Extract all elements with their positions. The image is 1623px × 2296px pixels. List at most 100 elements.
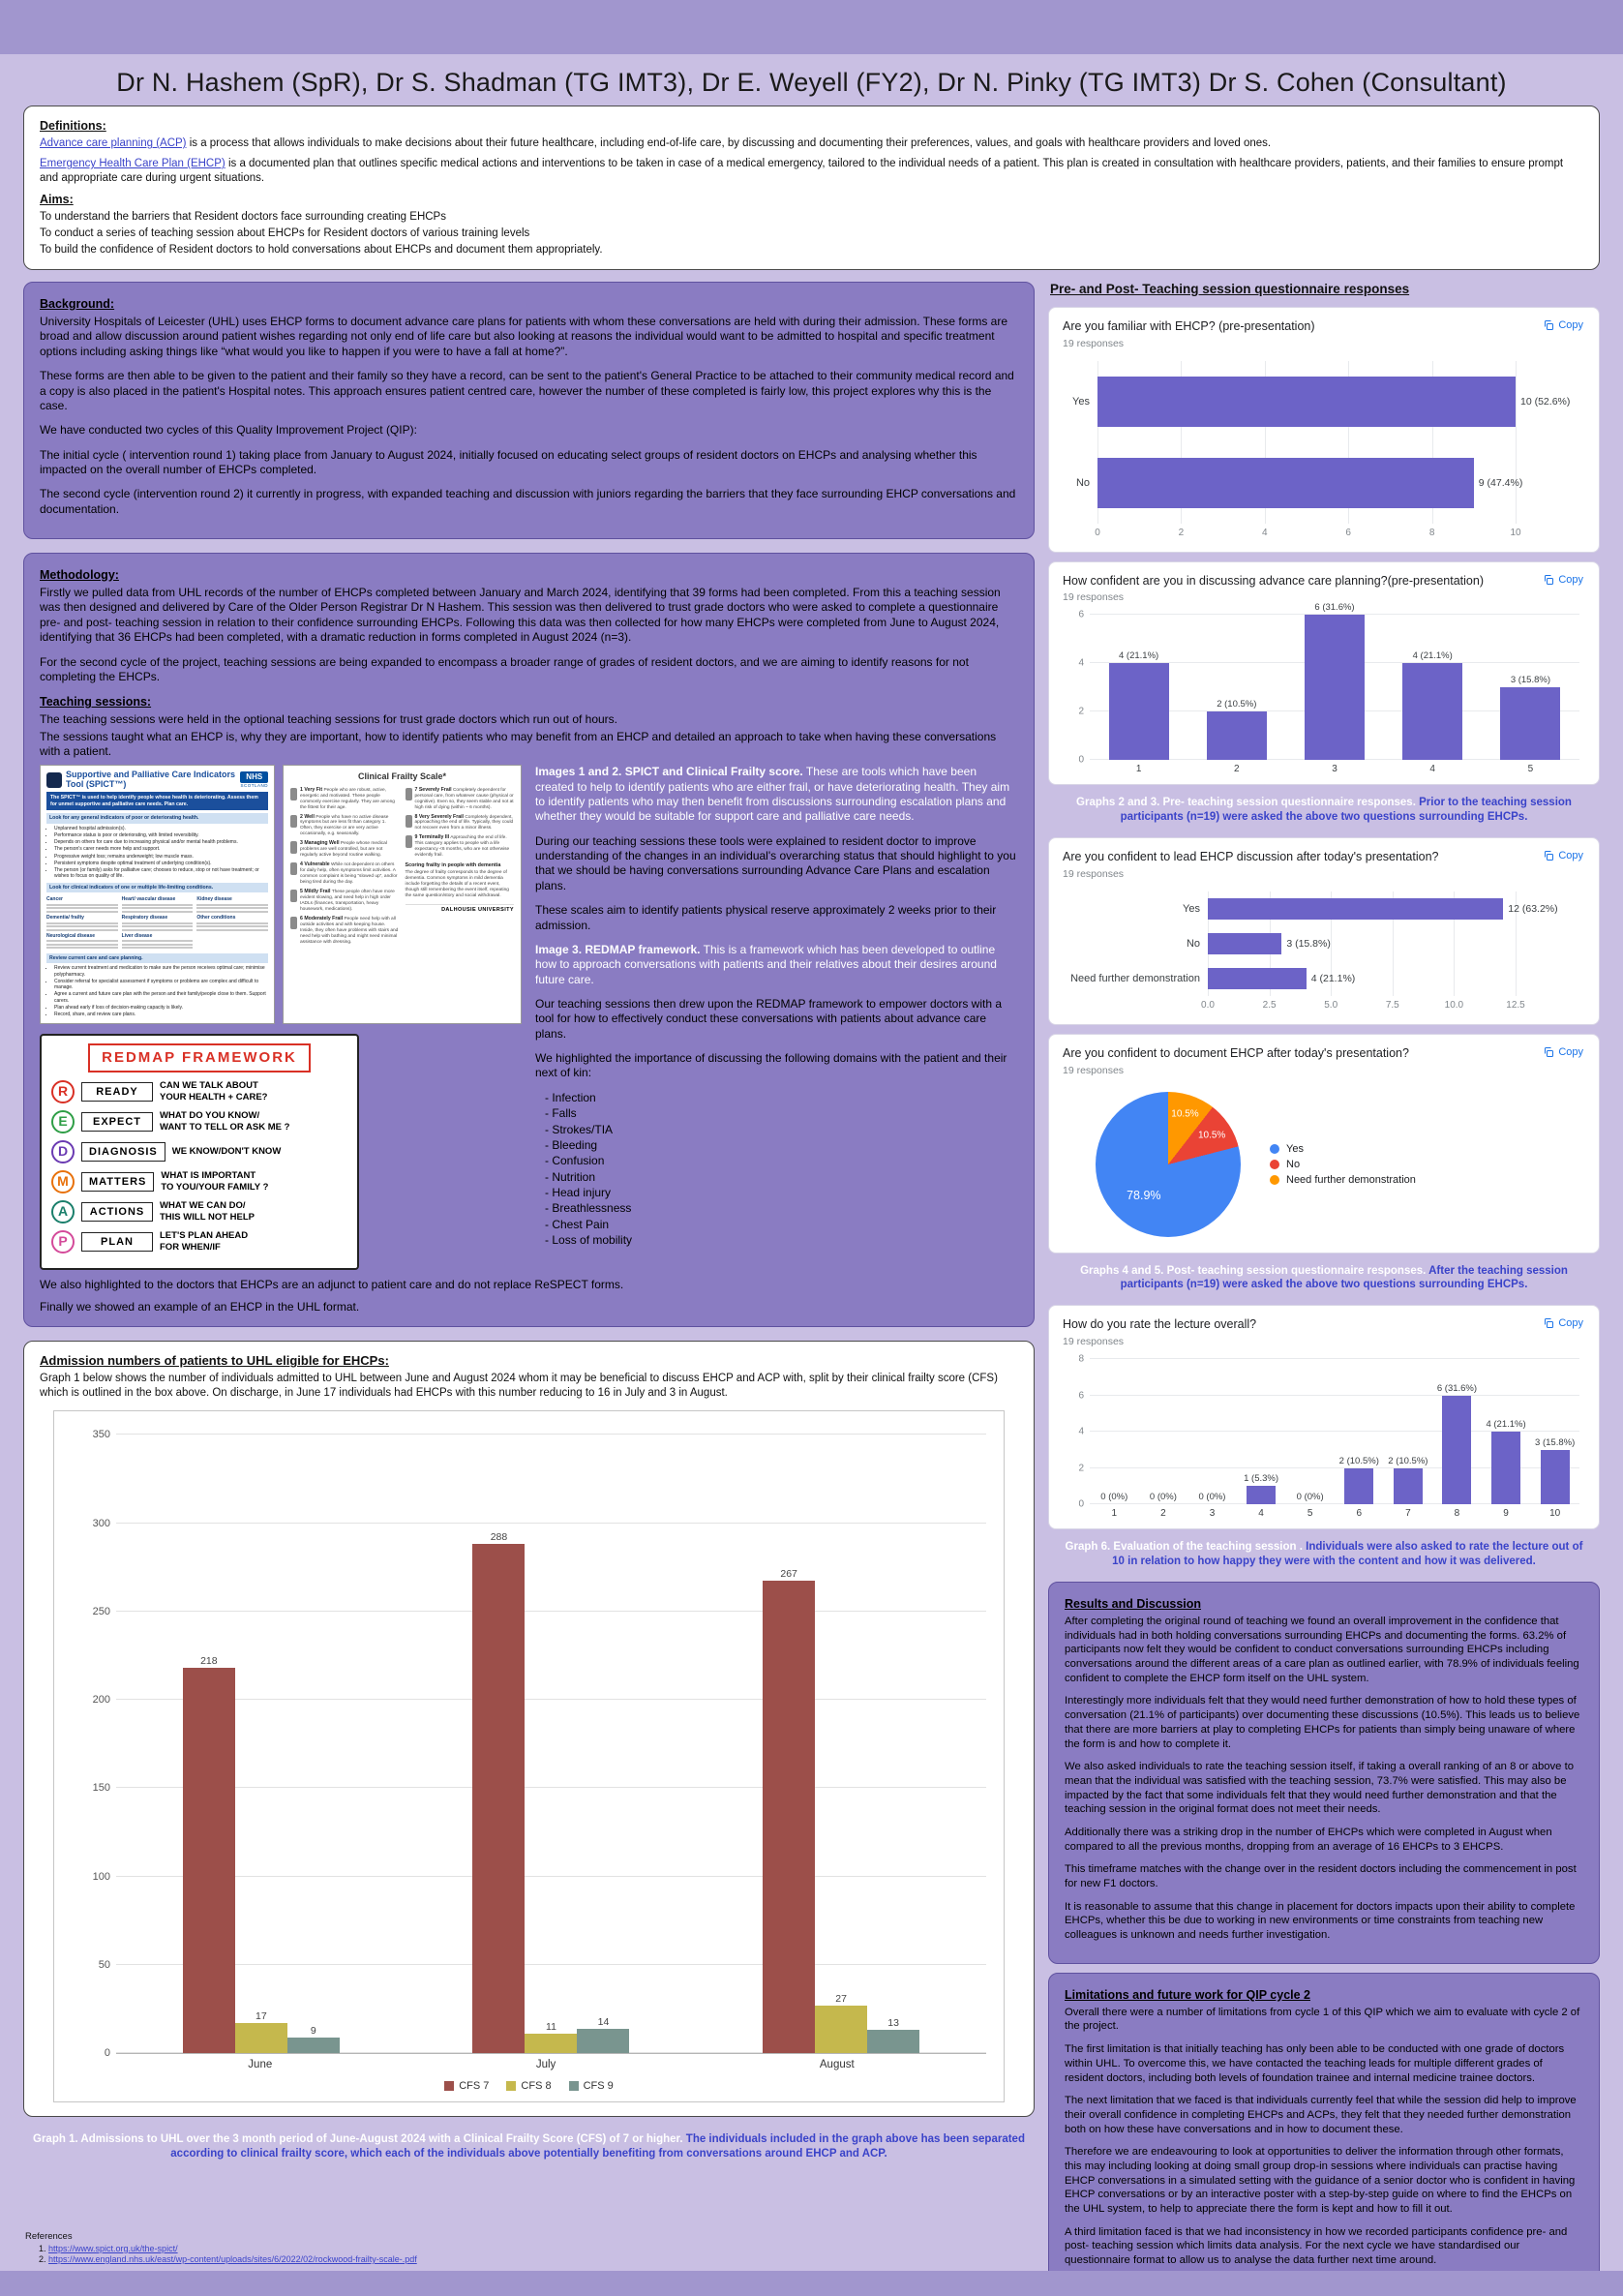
dalhousie-logo: DALHOUSIE UNIVERSITY bbox=[405, 904, 514, 914]
domain-item: Strokes/TIA bbox=[545, 1123, 1018, 1137]
graph4-hbar-chart: Yes No Need further demonstration 12 (63.2%… bbox=[1063, 891, 1585, 1014]
questionnaire-heading: Pre- and Post- Teaching session question… bbox=[1050, 282, 1410, 297]
spict-condition-header: Neurological disease bbox=[46, 932, 96, 939]
reference-link-2[interactable]: https://www.england.nhs.uk/east/wp-conte… bbox=[48, 2254, 417, 2264]
results-heading: Results and Discussion bbox=[1065, 1596, 1202, 1611]
domain-item: Bleeding bbox=[545, 1138, 1018, 1153]
cfs-item: 2 Well People who have no active disease… bbox=[290, 814, 400, 838]
methodology-footer: We also highlighted to the doctors that … bbox=[40, 1278, 1018, 1315]
redmap-row: E EXPECT WHAT DO YOU KNOW/ WANT TO TELL OR… bbox=[51, 1109, 347, 1133]
ehcp-link[interactable]: Emergency Health Care Plan (EHCP) bbox=[40, 158, 225, 170]
chart-title: Are you familiar with EHCP? (pre-present… bbox=[1063, 319, 1315, 334]
limitations-box: Limitations and future work for QIP cycl… bbox=[1048, 1972, 1600, 2296]
graph2-hbar-chart: Yes No 10 (52.6%) 9 (47.4%) 0 2 4 6 8 10 bbox=[1063, 360, 1585, 542]
media-text-column: Images 1 and 2. SPICT and Clinical Frail… bbox=[535, 765, 1018, 1269]
limitations-paragraph: A third limitation faced is that we had … bbox=[1065, 2225, 1568, 2266]
chart-card-graph5: Are you confident to document EHCP after… bbox=[1048, 1033, 1600, 1254]
background-paragraph: The initial cycle ( intervention round 1… bbox=[40, 447, 977, 476]
limitations-paragraphs: Overall there were a number of limitatio… bbox=[1065, 2006, 1583, 2296]
limitations-paragraph: Therefore we are endeavouring to look at… bbox=[1065, 2146, 1576, 2215]
spict-condition-header: Respiratory disease bbox=[121, 914, 168, 921]
domain-item: Loss of mobility bbox=[545, 1233, 1018, 1248]
acp-link[interactable]: Advance care planning (ACP) bbox=[40, 137, 187, 150]
copy-button[interactable]: Copy bbox=[1539, 848, 1587, 863]
spict-general-indicators: Unplanned hospital admission(s).Performa… bbox=[46, 826, 268, 880]
methodology-paragraph: Firstly we pulled data from UHL records … bbox=[40, 586, 1001, 645]
chart-title: Are you confident to document EHCP after… bbox=[1063, 1045, 1409, 1060]
media-paragraph: These scales aim to identify patients ph… bbox=[535, 903, 997, 932]
copy-button[interactable]: Copy bbox=[1539, 1044, 1587, 1060]
media-images: Supportive and Palliative Care Indicator… bbox=[40, 765, 524, 1270]
spict-bullet: The person (or family) asks for palliati… bbox=[54, 867, 268, 880]
chart-card-graph6: How do you rate the lecture overall? Cop… bbox=[1048, 1305, 1600, 1529]
results-paragraph: We also asked individuals to rate the te… bbox=[1065, 1761, 1575, 1816]
domains-list: InfectionFalls Strokes/TIABleedingConfusi… bbox=[535, 1091, 1018, 1249]
teaching-paragraph: The sessions taught what an EHCP is, why… bbox=[40, 729, 997, 758]
responses-count: 19 responses bbox=[1063, 1336, 1125, 1347]
aims-heading: Aims: bbox=[40, 193, 74, 207]
spict-condition-header: Dementia/ frailty bbox=[46, 914, 84, 921]
responses-count: 19 responses bbox=[1063, 867, 1125, 880]
spict-condition-header: Other conditions bbox=[196, 914, 236, 921]
left-column: Background: University Hospitals of Leic… bbox=[23, 282, 1035, 2165]
spict-bullet: The person's carer needs more help and s… bbox=[54, 846, 268, 852]
responses-count: 19 responses bbox=[1063, 591, 1125, 604]
redmap-framework-image: REDMAP FRAMEWORK R READY CAN WE TALK ABOUT… bbox=[40, 1034, 359, 1270]
domain-item: Chest Pain bbox=[545, 1218, 1018, 1232]
domain-item: Nutrition bbox=[545, 1170, 1018, 1185]
frailty-figure-icon bbox=[405, 787, 412, 801]
spict-bullet: Consider referral for specialist assessm… bbox=[54, 979, 268, 991]
top-band bbox=[0, 0, 1623, 54]
copy-button[interactable]: Copy bbox=[1539, 317, 1587, 333]
main-columns: Background: University Hospitals of Leic… bbox=[23, 282, 1600, 2296]
redmap-title: REDMAP FRAMEWORK bbox=[88, 1043, 311, 1072]
copy-button[interactable]: Copy bbox=[1539, 1315, 1587, 1331]
chart-card-graph2: Are you familiar with EHCP? (pre-present… bbox=[1048, 307, 1600, 553]
domains-intro: We highlighted the importance of discuss… bbox=[535, 1051, 1007, 1080]
cfs-title: Clinical Frailty Scale* bbox=[357, 771, 447, 782]
redmap-row: D DIAGNOSIS WE KNOW/DON'T KNOW bbox=[51, 1139, 347, 1163]
background-paragraph: These forms are then able to be given to… bbox=[40, 369, 1014, 412]
teaching-paragraphs: The teaching sessions were held in the o… bbox=[40, 712, 1018, 759]
cfs-dementia-text: The degree of frailty corresponds to the… bbox=[405, 870, 509, 899]
media-paragraph: Our teaching sessions then drew upon the… bbox=[535, 996, 1003, 1041]
cfs-item: 5 Mildly Frail These people often have m… bbox=[290, 889, 400, 913]
background-paragraph: University Hospitals of Leicester (UHL) … bbox=[40, 315, 1008, 358]
frailty-figure-icon bbox=[290, 917, 297, 930]
cfs-item: 7 Severely Frail Completely dependent fo… bbox=[405, 787, 515, 811]
ehcp-definition-text: is a documented plan that outlines speci… bbox=[40, 158, 1564, 185]
caption-graphs-4-5: Graphs 4 and 5. Post- teaching session q… bbox=[1080, 1264, 1568, 1291]
chart-title: Are you confident to lead EHCP discussio… bbox=[1063, 850, 1439, 864]
chart-title: How confident are you in discussing adva… bbox=[1063, 573, 1484, 588]
references-list: 1. https://www.spict.org.uk/the-spict/ 2… bbox=[39, 2244, 417, 2264]
cfs-items-1-6: 1 Very Fit People who are robust, active… bbox=[290, 787, 400, 950]
background-paragraph: We have conducted two cycles of this Qua… bbox=[40, 423, 417, 438]
aims-list: To understand the barriers that Resident… bbox=[40, 210, 1583, 257]
reference-link-1[interactable]: https://www.spict.org.uk/the-spict/ bbox=[48, 2244, 178, 2253]
clinical-frailty-scale-image: Clinical Frailty Scale* 1 Very Fit Peopl… bbox=[283, 765, 522, 1025]
media-paragraph: During our teaching sessions these tools… bbox=[535, 833, 1016, 892]
poster-title: Dr N. Hashem (SpR), Dr S. Shadman (TG IM… bbox=[116, 68, 1507, 97]
copy-icon bbox=[1545, 574, 1554, 585]
results-paragraphs: After completing the original round of t… bbox=[1065, 1615, 1583, 1942]
references-heading: References bbox=[25, 2231, 73, 2242]
ehcp-definition: Emergency Health Care Plan (EHCP) is a d… bbox=[40, 157, 1583, 186]
domain-item: Breathlessness bbox=[545, 1201, 1018, 1216]
results-paragraph: After completing the original round of t… bbox=[1065, 1616, 1579, 1684]
domain-item: Falls bbox=[545, 1106, 1018, 1121]
aim-item: To conduct a series of teaching session … bbox=[40, 227, 530, 240]
copy-icon bbox=[1545, 1046, 1554, 1057]
methodology-paragraph: For the second cycle of the project, tea… bbox=[40, 654, 969, 683]
results-paragraph: It is reasonable to assume that this cha… bbox=[1065, 1900, 1576, 1941]
copy-button[interactable]: Copy bbox=[1539, 572, 1587, 588]
limitations-heading: Limitations and future work for QIP cycl… bbox=[1065, 1987, 1310, 2002]
graph5-pie-chart: 10.5% 10.5% 78.9% Yes No Need further demonst… bbox=[1063, 1088, 1585, 1243]
spict-bullet: Depends on others for care due to increa… bbox=[54, 839, 268, 845]
cfs-items-7-9: 7 Severely Frail Completely dependent fo… bbox=[405, 787, 515, 950]
admissions-heading: Admission numbers of patients to UHL eli… bbox=[40, 1353, 389, 1369]
images-1-2-caption: Images 1 and 2. SPICT and Clinical Frail… bbox=[535, 765, 1010, 824]
cfs-item: 6 Moderately Frail People need help with… bbox=[290, 916, 400, 946]
background-box: Background: University Hospitals of Leic… bbox=[23, 282, 1035, 540]
